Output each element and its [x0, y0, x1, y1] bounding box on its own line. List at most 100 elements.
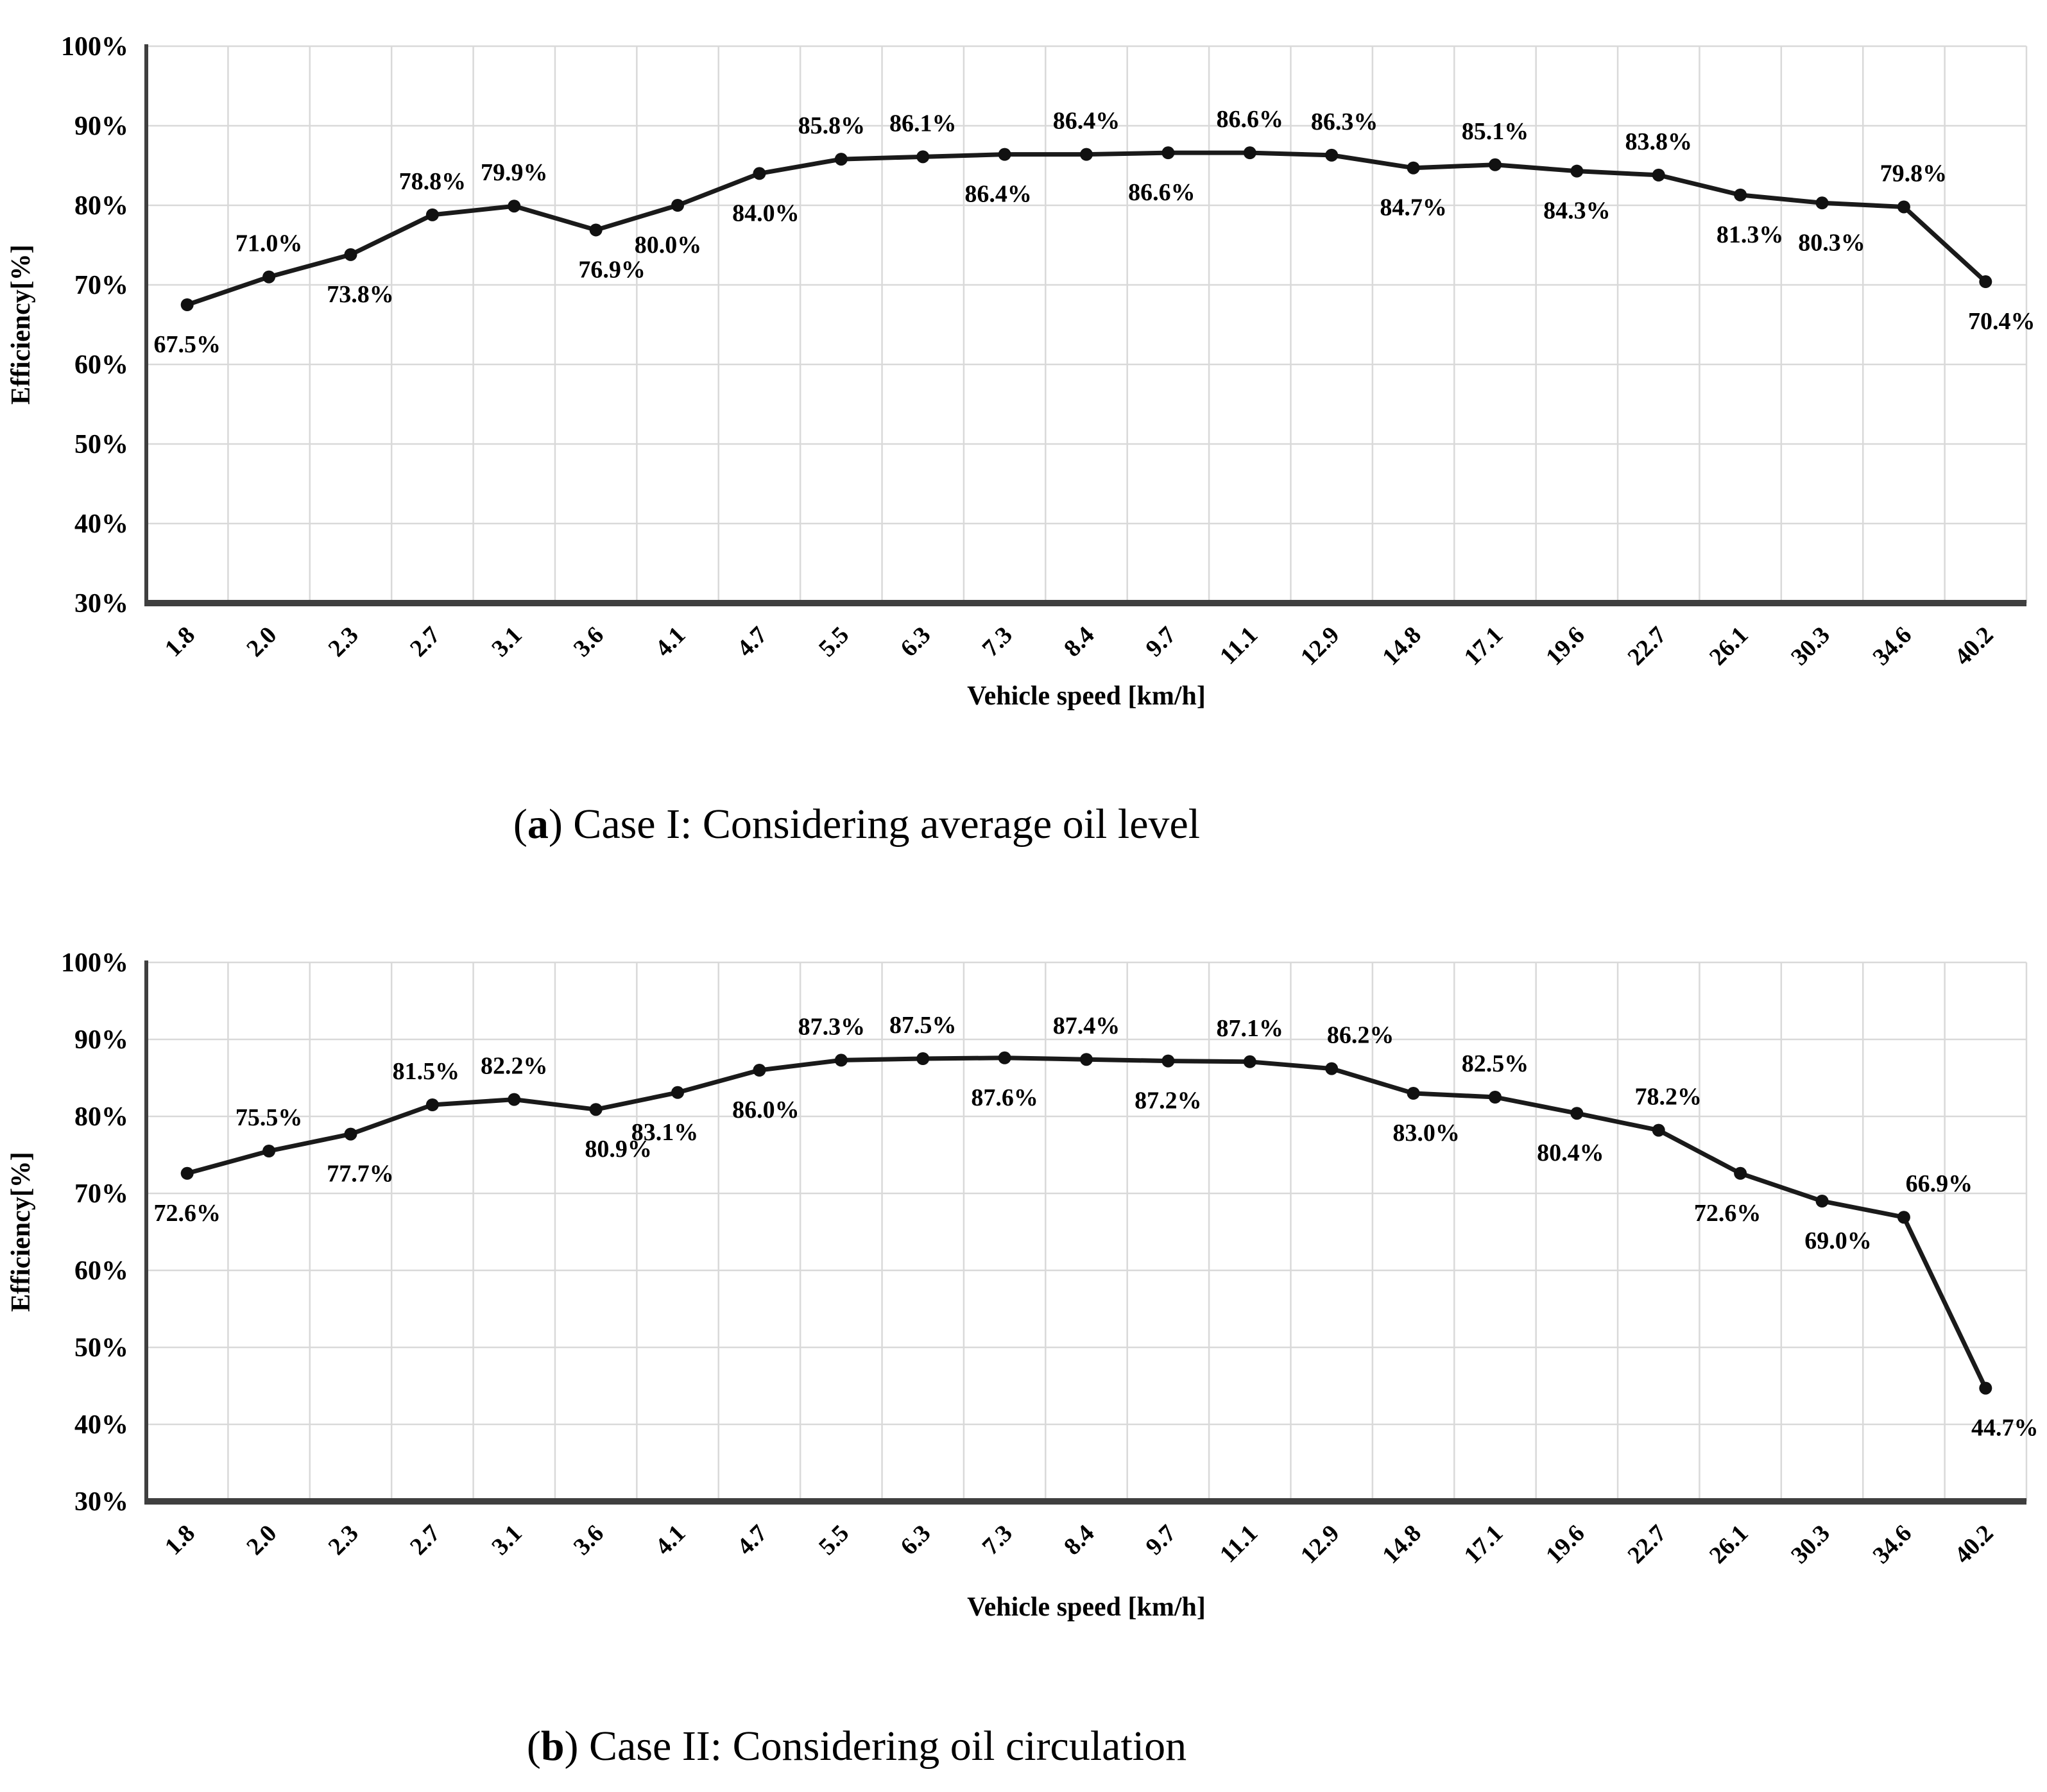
data-point-7.3: [998, 148, 1011, 161]
x-tick-label-19.6: 19.6: [1541, 1520, 1590, 1569]
chart-case1-avg-oil-level: 67.5% 71.0% 73.8% 78.8% 79.9% 76.9%80.0% 84.0%…: [6, 32, 2035, 711]
x-tick-label-4.7: 4.7: [732, 1520, 773, 1560]
data-point-6.3: [916, 1052, 930, 1065]
data-point-12.9: [1325, 148, 1339, 162]
y-tick-label-70: 70%: [74, 271, 128, 300]
data-label-3.1: 79.9%: [481, 159, 548, 186]
x-tick-label-6.3: 6.3: [895, 622, 936, 662]
data-point-22.7: [1652, 1123, 1665, 1137]
data-label-9.7: 86.6%: [1128, 179, 1195, 206]
y-tick-label-30: 30%: [74, 589, 128, 619]
x-tick-label-11.1: 11.1: [1215, 622, 1263, 670]
x-tick-label-22.7: 22.7: [1622, 622, 1672, 671]
x-tick-label-7.3: 7.3: [977, 1520, 1018, 1560]
data-label-3.6: 76.9%: [578, 256, 646, 283]
x-tick-label-2.3: 2.3: [323, 1520, 364, 1560]
x-tick-label-17.1: 17.1: [1459, 1520, 1509, 1569]
data-label-34.6: 79.8%: [1880, 160, 1948, 187]
y-tick-label-100: 100%: [61, 32, 128, 62]
data-label-11.1: 86.6%: [1217, 106, 1284, 133]
y-tick-label-50: 50%: [74, 1333, 128, 1363]
data-point-2.3: [344, 1127, 357, 1141]
x-tick-label-34.6: 34.6: [1868, 622, 1917, 671]
data-label-11.1: 87.1%: [1217, 1015, 1284, 1042]
data-point-22.7: [1652, 168, 1665, 182]
data-point-26.1: [1734, 1166, 1747, 1180]
x-tick-label-2.3: 2.3: [323, 622, 364, 662]
data-label-12.9: 86.3%: [1311, 108, 1378, 135]
data-point-2.0: [262, 270, 276, 284]
x-tick-label-7.3: 7.3: [977, 622, 1018, 662]
x-tick-label-9.7: 9.7: [1140, 622, 1181, 662]
data-point-40.2: [1979, 1381, 1992, 1395]
x-tick-label-30.3: 30.3: [1786, 1520, 1835, 1569]
caption-b-letter: b: [540, 1723, 565, 1770]
caption-a-text: ) Case I: Considering average oil level: [548, 801, 1201, 848]
data-label-7.3: 86.4%: [964, 181, 1032, 208]
data-label-3.6: 80.9%: [585, 1136, 652, 1163]
data-label-17.1: 82.5%: [1462, 1050, 1529, 1077]
data-label-5.5: 85.8%: [798, 112, 866, 139]
x-tick-label-26.1: 26.1: [1704, 1520, 1754, 1569]
data-label-2.3: 77.7%: [327, 1161, 394, 1188]
data-label-2.0: 75.5%: [236, 1104, 303, 1131]
x-tick-label-4.1: 4.1: [650, 1520, 690, 1560]
data-point-9.7: [1161, 146, 1175, 160]
data-point-19.6: [1570, 1107, 1584, 1120]
x-tick-label-3.1: 3.1: [486, 622, 527, 662]
data-label-9.7: 87.2%: [1135, 1088, 1202, 1114]
data-point-34.6: [1897, 1211, 1910, 1224]
data-label-2.7: 81.5%: [393, 1058, 460, 1085]
y-tick-label-50: 50%: [74, 430, 128, 459]
data-point-17.1: [1488, 158, 1502, 171]
data-label-1.8: 67.5%: [153, 331, 221, 358]
data-point-17.1: [1488, 1091, 1502, 1104]
y-tick-label-80: 80%: [74, 1102, 128, 1132]
data-label-26.1: 72.6%: [1694, 1200, 1761, 1227]
x-tick-label-40.2: 40.2: [1949, 622, 1999, 671]
x-tick-label-2.7: 2.7: [405, 1520, 445, 1560]
data-point-4.7: [753, 1064, 766, 1077]
x-tick-label-3.6: 3.6: [569, 1520, 609, 1560]
x-tick-label-2.7: 2.7: [405, 622, 445, 662]
data-point-4.1: [671, 1086, 685, 1099]
x-tick-label-3.1: 3.1: [486, 1520, 527, 1560]
data-point-26.1: [1734, 188, 1747, 201]
data-point-30.3: [1815, 1195, 1829, 1207]
data-point-2.3: [344, 248, 357, 261]
caption-b-paren-open: (: [526, 1723, 541, 1770]
data-label-5.5: 87.3%: [798, 1013, 866, 1040]
data-label-2.7: 78.8%: [399, 168, 467, 195]
data-label-12.9: 86.2%: [1327, 1022, 1394, 1049]
x-tick-label-3.6: 3.6: [569, 622, 609, 662]
data-label-7.3: 87.6%: [971, 1084, 1038, 1111]
data-point-11.1: [1243, 1055, 1256, 1068]
caption-b-text: ) Case II: Considering oil circulation: [564, 1723, 1187, 1770]
data-label-2.3: 73.8%: [327, 281, 394, 308]
data-point-1.8: [180, 1166, 194, 1180]
x-axis-title: Vehicle speed [km/h]: [967, 1592, 1206, 1622]
data-label-30.3: 80.3%: [1798, 229, 1865, 256]
data-label-34.6: 66.9%: [1906, 1170, 1973, 1197]
data-point-1.8: [180, 298, 194, 311]
data-point-3.1: [508, 200, 521, 213]
data-point-14.8: [1407, 1087, 1420, 1100]
x-tick-label-12.9: 12.9: [1296, 622, 1345, 671]
y-tick-label-100: 100%: [61, 948, 128, 978]
x-tick-label-17.1: 17.1: [1459, 622, 1509, 671]
caption-case1: (a) Case I: Considering average oil leve…: [0, 799, 1713, 849]
data-label-19.6: 84.3%: [1543, 198, 1611, 225]
x-axis-title: Vehicle speed [km/h]: [967, 681, 1206, 711]
x-tick-label-30.3: 30.3: [1786, 622, 1835, 671]
y-tick-label-60: 60%: [74, 1256, 128, 1286]
caption-a-paren-open: (: [513, 801, 527, 848]
data-point-2.7: [425, 1098, 439, 1111]
y-axis-title: Efficiency[%]: [6, 244, 36, 405]
data-point-4.1: [671, 199, 685, 212]
x-tick-label-22.7: 22.7: [1622, 1520, 1672, 1569]
x-tick-label-34.6: 34.6: [1868, 1520, 1917, 1569]
x-tick-label-12.9: 12.9: [1296, 1520, 1345, 1569]
x-tick-label-19.6: 19.6: [1541, 622, 1590, 671]
data-label-17.1: 85.1%: [1462, 118, 1529, 145]
